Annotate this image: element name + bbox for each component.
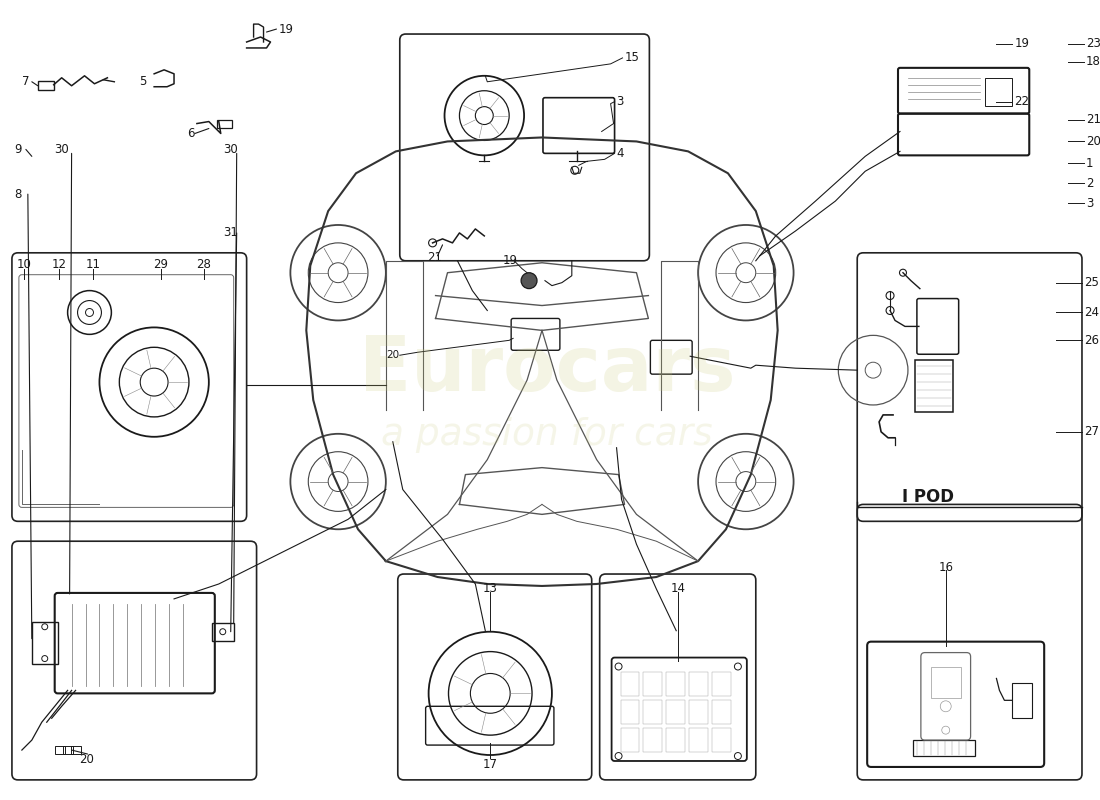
Text: 20: 20 (386, 350, 399, 360)
Bar (712, 728, 730, 752)
Text: 26: 26 (1084, 334, 1099, 347)
Text: 31: 31 (223, 226, 238, 239)
Bar (644, 700, 662, 724)
Bar (690, 673, 708, 696)
Bar (70, 746, 80, 754)
Bar (620, 700, 639, 724)
Text: 14: 14 (671, 582, 685, 595)
Bar (37, 81, 54, 90)
Text: 6: 6 (187, 127, 195, 140)
Text: 2: 2 (1086, 177, 1093, 190)
Text: 21: 21 (1086, 113, 1100, 126)
Text: 25: 25 (1084, 276, 1099, 289)
Bar (712, 673, 730, 696)
Bar (667, 700, 685, 724)
Text: 22: 22 (1014, 95, 1030, 108)
Text: 23: 23 (1086, 38, 1100, 50)
Text: 30: 30 (223, 143, 238, 156)
Text: 7: 7 (22, 75, 30, 88)
Text: 12: 12 (52, 258, 66, 271)
Text: a passion for cars: a passion for cars (381, 417, 713, 453)
Text: 21: 21 (428, 251, 442, 264)
Bar (63, 746, 73, 754)
Text: 3: 3 (617, 95, 624, 108)
Text: 17: 17 (483, 758, 498, 771)
Text: 10: 10 (16, 258, 31, 271)
Text: Eurocars: Eurocars (359, 333, 735, 407)
Text: 20: 20 (79, 754, 95, 766)
Bar (55, 746, 65, 754)
Text: 15: 15 (625, 51, 639, 65)
Text: 19: 19 (503, 254, 517, 267)
Text: 20: 20 (1086, 135, 1100, 148)
Text: 3: 3 (1086, 197, 1093, 210)
Text: 8: 8 (14, 188, 21, 201)
Text: I POD: I POD (902, 489, 954, 506)
Bar (644, 673, 662, 696)
Bar (931, 666, 960, 698)
Bar (620, 728, 639, 752)
Bar (915, 360, 953, 412)
Text: 11: 11 (86, 258, 101, 271)
Bar (644, 728, 662, 752)
Text: 13: 13 (483, 582, 497, 595)
Text: 24: 24 (1084, 306, 1099, 319)
Text: 16: 16 (938, 561, 954, 574)
Bar (667, 728, 685, 752)
Text: 28: 28 (197, 258, 211, 271)
Bar (212, 622, 233, 641)
Text: 9: 9 (14, 143, 21, 156)
Bar (620, 673, 639, 696)
Text: 19: 19 (278, 22, 294, 35)
Bar (32, 622, 57, 663)
Text: 5: 5 (140, 75, 146, 88)
Bar (1012, 683, 1032, 718)
Text: 27: 27 (1084, 426, 1099, 438)
Bar (690, 728, 708, 752)
Text: 18: 18 (1086, 55, 1100, 68)
Circle shape (521, 273, 537, 289)
Text: 4: 4 (617, 147, 624, 160)
Bar (913, 740, 975, 756)
Bar (712, 700, 730, 724)
Bar (667, 673, 685, 696)
Text: 19: 19 (1014, 38, 1030, 50)
Text: 29: 29 (154, 258, 168, 271)
Bar (984, 78, 1012, 106)
Text: 1: 1 (1086, 157, 1093, 170)
Bar (690, 700, 708, 724)
Bar (217, 119, 232, 127)
Text: 30: 30 (54, 143, 68, 156)
